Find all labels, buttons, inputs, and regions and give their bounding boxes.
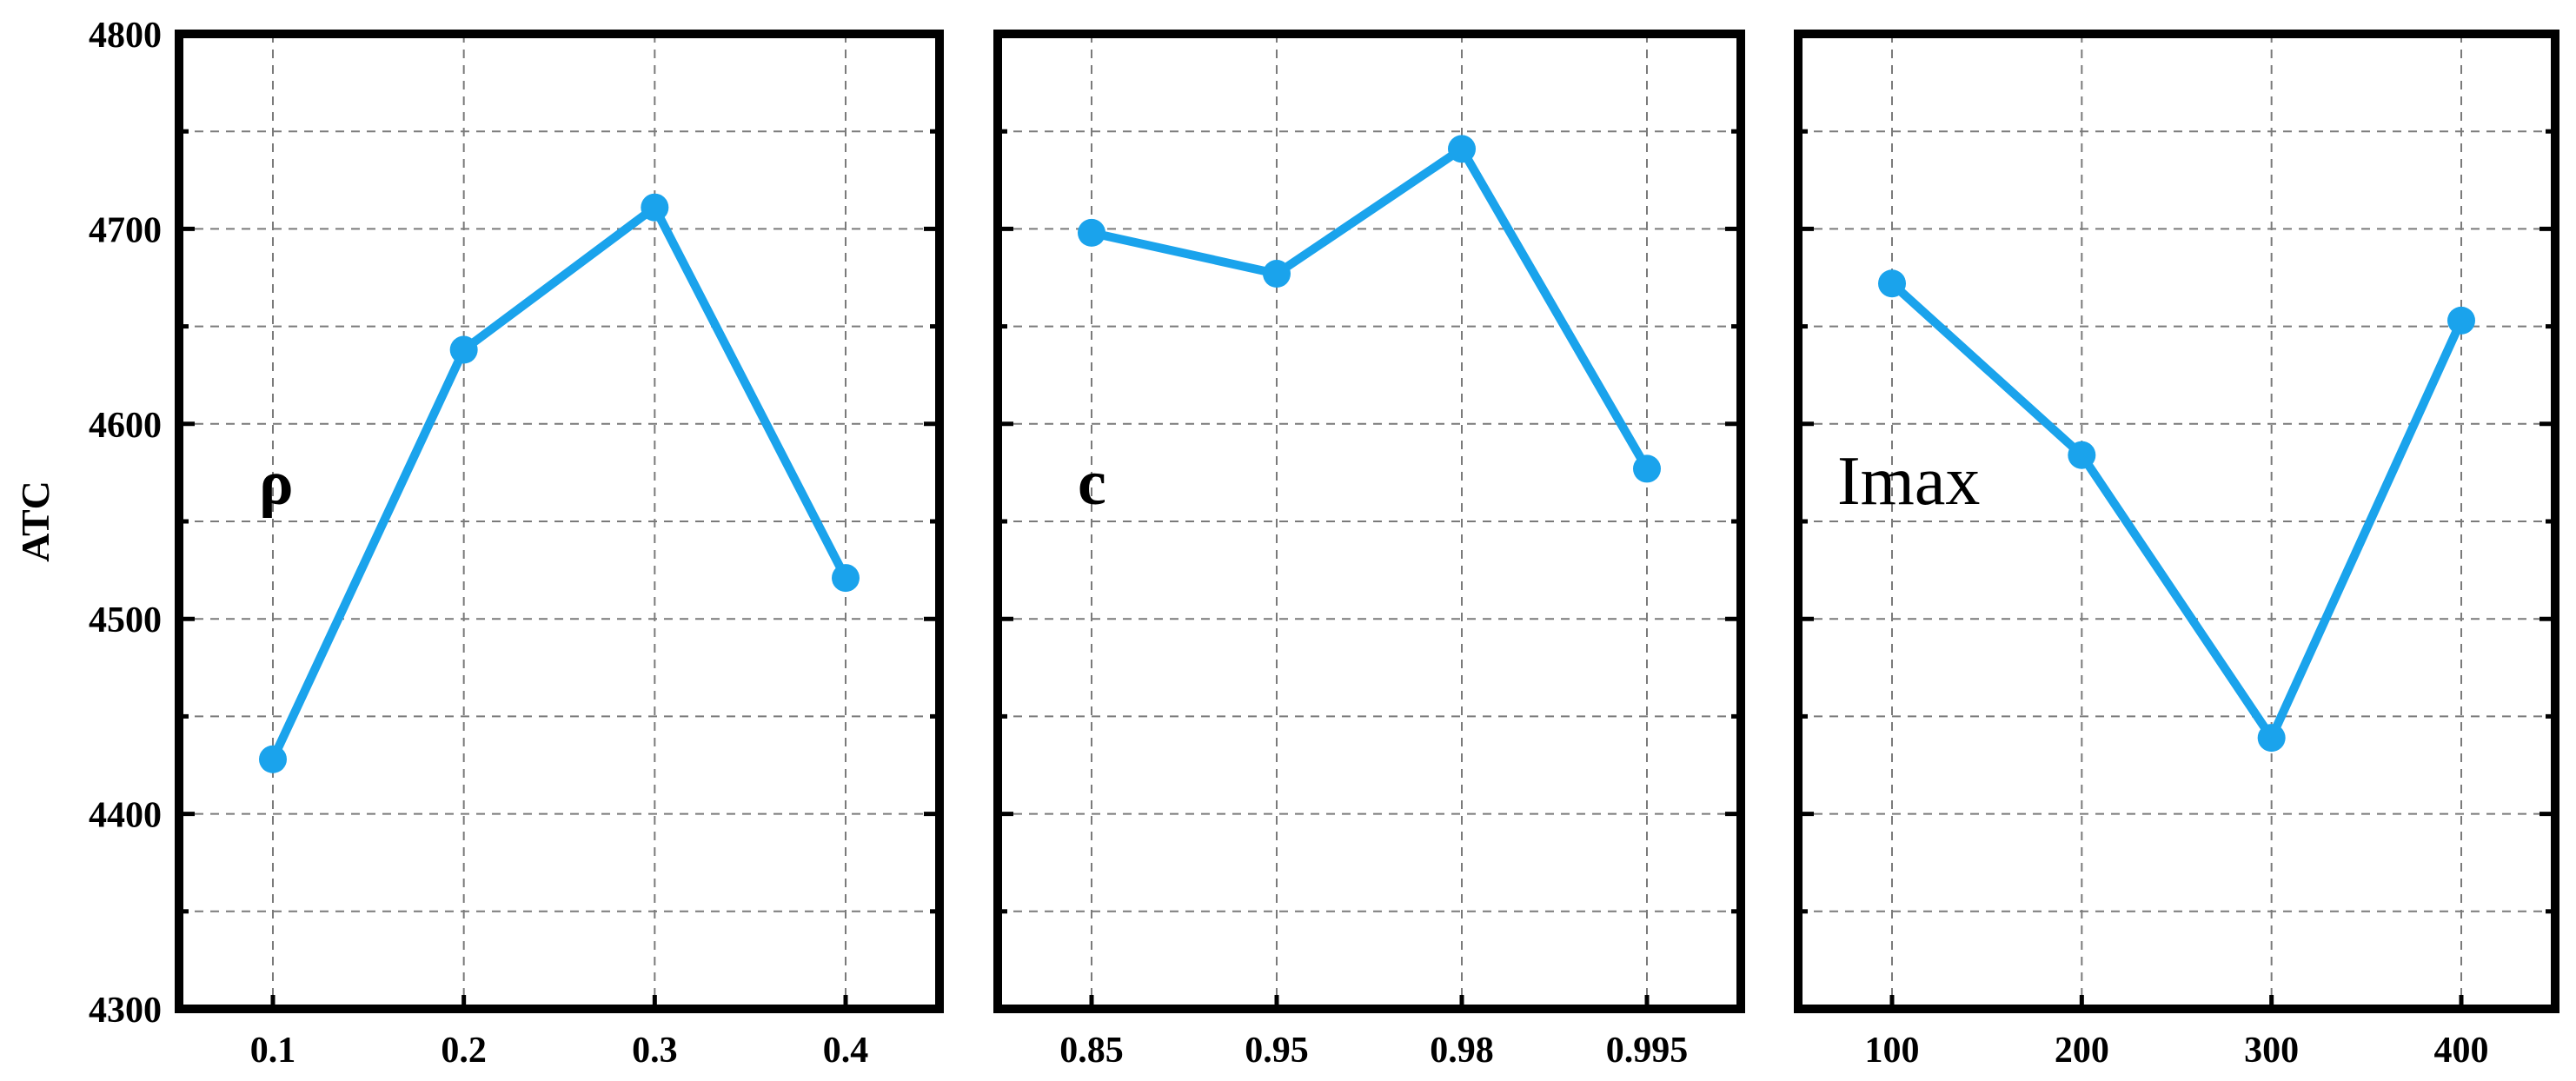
x-tick-label: 0.4 bbox=[823, 1031, 869, 1071]
y-tick-label: 4300 bbox=[89, 991, 162, 1031]
parameter-annotation: Imax bbox=[1837, 443, 1980, 520]
data-point bbox=[2257, 724, 2286, 753]
parameter-annotation: c bbox=[1078, 448, 1106, 519]
data-point bbox=[832, 564, 860, 593]
data-point bbox=[259, 745, 287, 773]
x-tick-label: 0.95 bbox=[1245, 1031, 1309, 1071]
y-tick-label: 4700 bbox=[89, 210, 162, 250]
data-point bbox=[1078, 218, 1105, 247]
x-tick-label: 0.85 bbox=[1059, 1031, 1124, 1071]
plot-frame bbox=[175, 30, 944, 1013]
data-point bbox=[449, 335, 478, 364]
data-point bbox=[1878, 269, 1906, 298]
data-point bbox=[2068, 441, 2096, 469]
series-line bbox=[269, 202, 850, 764]
x-tick-label: 0.98 bbox=[1430, 1031, 1494, 1071]
x-tick-label: 0.1 bbox=[250, 1031, 296, 1071]
y-axis-label: ATC bbox=[13, 481, 57, 562]
y-tick-label: 4400 bbox=[89, 796, 162, 836]
plot-frame bbox=[1794, 30, 2559, 1013]
data-point bbox=[1633, 454, 1661, 483]
y-tick-label: 4800 bbox=[89, 16, 162, 56]
data-point bbox=[1448, 135, 1476, 163]
x-tick-label: 400 bbox=[2434, 1031, 2489, 1071]
y-tick-label: 4600 bbox=[89, 406, 162, 446]
data-point bbox=[641, 193, 669, 222]
data-point bbox=[2447, 306, 2475, 335]
x-tick-label: 200 bbox=[2055, 1031, 2109, 1071]
series-line bbox=[1888, 279, 2466, 743]
x-tick-label: 0.2 bbox=[441, 1031, 487, 1071]
x-tick-label: 0.995 bbox=[1606, 1031, 1689, 1071]
x-tick-label: 0.3 bbox=[632, 1031, 678, 1071]
plot-frame bbox=[993, 30, 1745, 1013]
x-tick-label: 300 bbox=[2244, 1031, 2299, 1071]
x-tick-label: 100 bbox=[1865, 1031, 1920, 1071]
data-point bbox=[1263, 260, 1291, 288]
series-line bbox=[1087, 144, 1651, 474]
parameter-annotation: ρ bbox=[259, 448, 294, 519]
y-tick-label: 4500 bbox=[89, 600, 162, 640]
